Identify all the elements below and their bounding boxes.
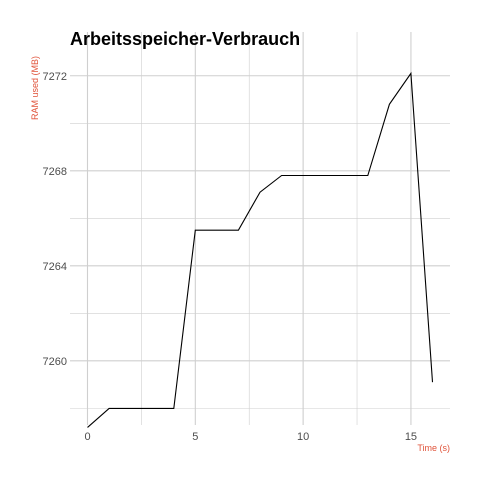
x-axis-ticks: 0 5 10 15 [84,431,417,443]
x-tick-label: 10 [297,431,309,443]
x-axis-label: Time (s) [417,443,450,453]
grid-lines [70,32,450,425]
series-line [87,71,434,428]
series-lines [87,71,434,428]
y-tick-label: 7268 [43,166,67,178]
chart-title: Arbeitsspeicher-Verbrauch [70,29,300,49]
y-axis-label: RAM used (MB) [30,56,40,120]
x-tick-label: 5 [192,431,198,443]
y-axis-ticks: 7260 7264 7268 7272 [43,71,67,368]
y-tick-label: 7260 [43,356,67,368]
x-tick-label: 15 [405,431,417,443]
y-tick-label: 7264 [43,261,67,273]
x-tick-label: 0 [84,431,90,443]
y-tick-label: 7272 [43,71,67,83]
